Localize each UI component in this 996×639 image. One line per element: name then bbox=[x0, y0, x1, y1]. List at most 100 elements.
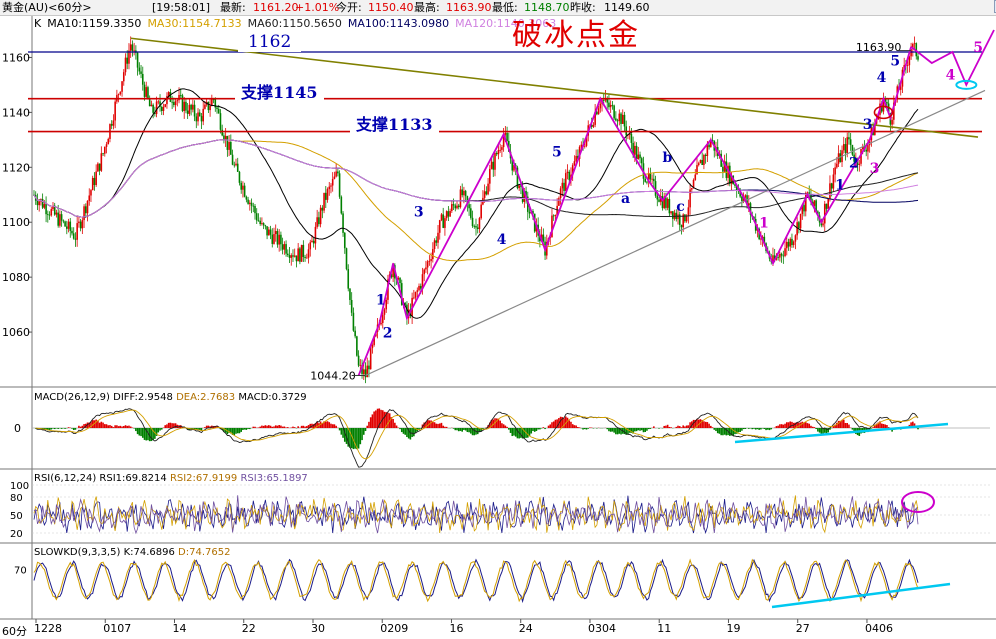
candle-body bbox=[53, 205, 56, 215]
candle-body bbox=[52, 205, 54, 210]
candle-body bbox=[207, 101, 210, 111]
candle-body bbox=[430, 259, 432, 261]
candle-body bbox=[83, 206, 85, 221]
candle-body bbox=[174, 101, 177, 106]
candle-body bbox=[414, 291, 417, 298]
candle-body bbox=[362, 369, 365, 375]
candle-body bbox=[568, 171, 571, 181]
candle-body bbox=[250, 202, 253, 206]
candle-body bbox=[223, 135, 225, 140]
candle-body bbox=[608, 102, 610, 108]
candle-body bbox=[678, 214, 681, 225]
rsi-tick-label: 50 bbox=[10, 511, 23, 522]
candle-body bbox=[551, 215, 553, 238]
kd-line bbox=[33, 558, 919, 603]
candle-body bbox=[354, 330, 356, 337]
candle-body bbox=[217, 108, 220, 114]
candle-body bbox=[777, 257, 779, 259]
candle-body bbox=[836, 163, 838, 168]
candle-body bbox=[917, 56, 919, 60]
candle-body bbox=[874, 123, 876, 136]
candle-body bbox=[119, 91, 122, 95]
candle-body bbox=[347, 269, 350, 289]
candle-body bbox=[673, 212, 676, 219]
candle-body bbox=[337, 171, 339, 174]
candle-body bbox=[684, 214, 686, 222]
candle-body bbox=[105, 144, 108, 147]
candle-body bbox=[60, 214, 63, 221]
candle-body bbox=[309, 242, 312, 250]
candle-body bbox=[489, 168, 491, 184]
candle-body bbox=[81, 220, 84, 229]
candle-body bbox=[276, 231, 279, 245]
candle-body bbox=[190, 104, 192, 110]
candle-body bbox=[392, 265, 394, 278]
candle-body bbox=[696, 165, 698, 175]
candle-body bbox=[692, 179, 695, 189]
candle-body bbox=[846, 137, 849, 153]
candle-body bbox=[573, 161, 576, 166]
y-tick-label: 1160 bbox=[2, 51, 30, 64]
candle-body bbox=[730, 175, 733, 184]
x-tick-label: 1228 bbox=[34, 622, 62, 635]
candle-body bbox=[300, 244, 303, 262]
candle-body bbox=[855, 159, 857, 162]
candle-body bbox=[644, 178, 647, 182]
candle-body bbox=[456, 205, 458, 209]
candle-body bbox=[490, 161, 493, 169]
candle-body bbox=[791, 238, 793, 246]
chart-title: 破冰点金 bbox=[512, 18, 640, 53]
candle-body bbox=[228, 141, 230, 150]
candle-body bbox=[739, 190, 741, 197]
candle-body bbox=[178, 95, 180, 101]
candle-body bbox=[43, 204, 46, 208]
candle-body bbox=[492, 161, 495, 170]
candle-body bbox=[173, 102, 175, 106]
candle-body bbox=[651, 178, 653, 180]
candle-body bbox=[381, 314, 384, 323]
candle-body bbox=[804, 192, 807, 212]
candle-body bbox=[867, 145, 869, 152]
candle-body bbox=[131, 44, 134, 51]
candle-body bbox=[179, 95, 182, 96]
candle-body bbox=[912, 43, 914, 49]
candle-body bbox=[602, 100, 605, 101]
candle-body bbox=[154, 112, 156, 115]
candle-body bbox=[487, 183, 489, 195]
candle-body bbox=[72, 233, 75, 239]
candle-body bbox=[687, 207, 690, 216]
candle-body bbox=[844, 144, 847, 153]
candle-body bbox=[478, 218, 481, 229]
candle-body bbox=[606, 98, 609, 103]
candle-body bbox=[609, 104, 612, 108]
x-tick-label: 30 bbox=[311, 622, 325, 635]
candle-body bbox=[41, 199, 44, 208]
candle-body bbox=[442, 214, 444, 228]
candle-body bbox=[103, 146, 106, 154]
candle-body bbox=[167, 92, 170, 97]
candle-body bbox=[853, 154, 855, 162]
candle-body bbox=[319, 207, 322, 225]
wave-label-blue: 4 bbox=[877, 70, 887, 86]
maximize-icon[interactable]: □ bbox=[994, 0, 996, 13]
candle-body bbox=[884, 98, 886, 102]
rsi-line bbox=[33, 495, 919, 534]
candle-body bbox=[400, 283, 403, 305]
candle-body bbox=[326, 189, 329, 200]
candle-body bbox=[525, 190, 527, 197]
candle-body bbox=[822, 223, 824, 226]
candle-body bbox=[475, 226, 477, 228]
candle-body bbox=[518, 185, 520, 189]
title-bar: 黄金(AU)<60分> [19:58:01] 最新: 1161.20 +1.01… bbox=[0, 0, 996, 16]
candle-body bbox=[483, 191, 486, 198]
candle-body bbox=[397, 277, 400, 280]
candle-body bbox=[245, 196, 248, 200]
candle-body bbox=[432, 248, 434, 260]
candle-body bbox=[36, 200, 39, 206]
period-label: 60分 bbox=[2, 625, 27, 638]
candle-body bbox=[186, 110, 189, 114]
candle-body bbox=[523, 190, 526, 202]
candle-body bbox=[214, 99, 217, 108]
candle-body bbox=[583, 145, 586, 147]
